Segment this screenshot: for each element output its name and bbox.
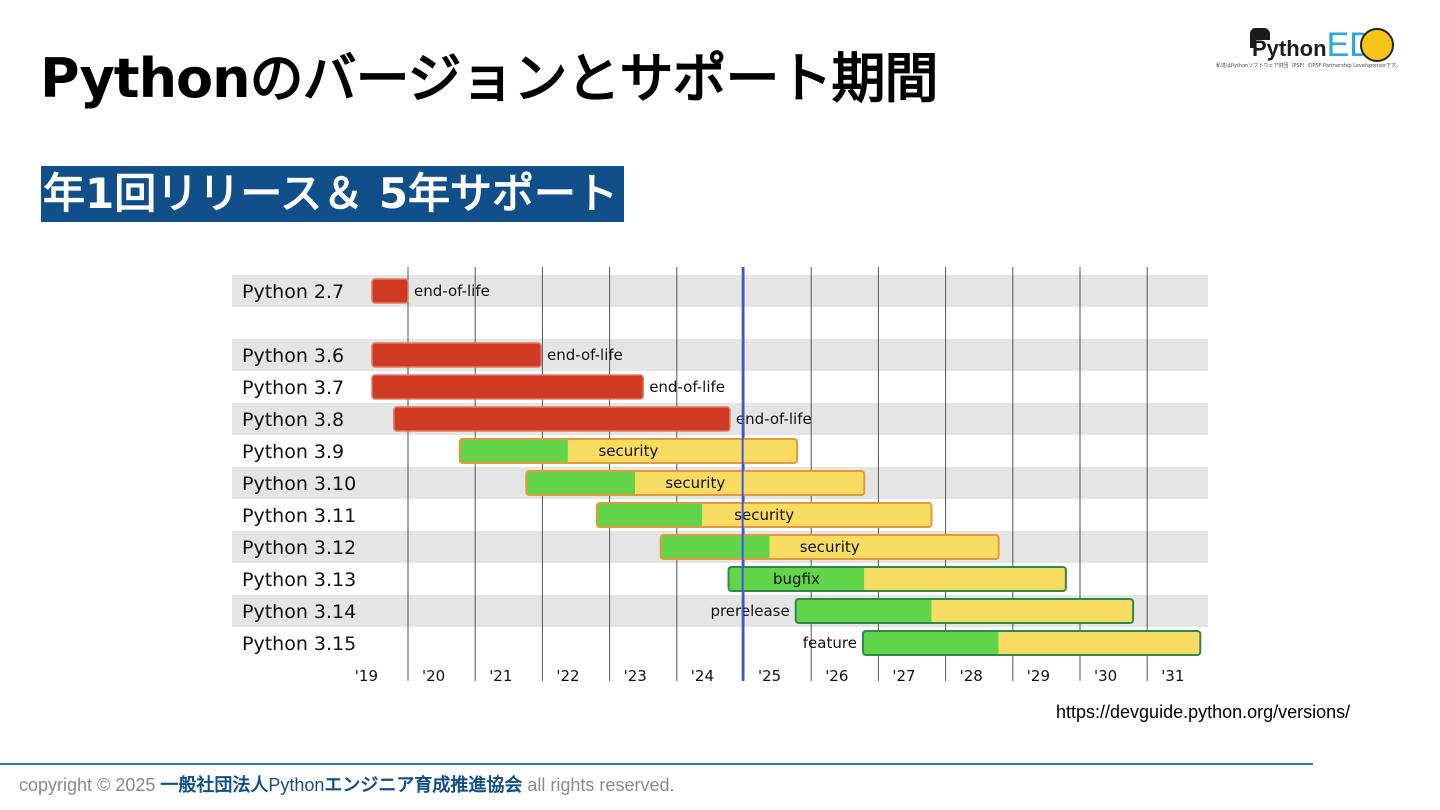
bar-security-segment <box>931 599 1134 623</box>
footer-divider <box>0 763 1313 765</box>
python-versions-chart: Python 2.7 end-of-life Python 3.6 end-of-li… <box>232 267 1208 685</box>
row-label: Python 3.12 <box>242 537 356 559</box>
x-tick-label: '31 <box>1161 667 1184 685</box>
bar-status-label: prerelease <box>710 602 789 620</box>
x-tick-label: '25 <box>758 667 781 685</box>
bar-outline <box>595 502 933 528</box>
row-label: Python 3.15 <box>242 633 356 655</box>
bar-status-label: end-of-life <box>649 378 725 396</box>
row-label: Python 3.7 <box>242 377 344 399</box>
bar-security-segment <box>635 471 865 495</box>
footer-suffix: all rights reserved. <box>522 775 675 795</box>
bar-status-label: end-of-life <box>414 282 490 300</box>
python-ed-logo: PythonED 私達はPythonソフトウェア財団（PSF）のPSF Part… <box>1216 24 1416 74</box>
x-tick-label: '24 <box>691 667 714 685</box>
bar-outline <box>794 598 1135 624</box>
bar-security-segment <box>769 535 999 559</box>
bar-security-segment <box>702 503 932 527</box>
python-logo-icon <box>1249 28 1270 48</box>
x-tick-label: '30 <box>1094 667 1117 685</box>
bar-bugfix-segment <box>795 599 932 623</box>
logo-python-text: Python <box>1252 36 1327 61</box>
bar-status-label: end-of-life <box>547 346 623 364</box>
bar-status-label: feature <box>803 634 857 652</box>
footer-org-a: 一般社団法人 <box>160 775 269 795</box>
row-label: Python 3.9 <box>242 441 344 463</box>
logo-note: 私達はPythonソフトウェア財団（PSF）のPSF Partnership L… <box>1216 63 1401 69</box>
bar-end-of-life <box>393 406 731 432</box>
x-tick-label: '22 <box>556 667 579 685</box>
x-tick-label: '27 <box>892 667 915 685</box>
x-tick-label: '20 <box>422 667 445 685</box>
bar-outline <box>727 566 1067 592</box>
row-label: Python 3.14 <box>242 601 356 623</box>
bar-outline <box>525 470 866 496</box>
row-label: Python 3.8 <box>242 409 344 431</box>
bar-status-label: security <box>734 506 794 524</box>
bar-status-label: security <box>665 474 725 492</box>
source-url[interactable]: https://devguide.python.org/versions/ <box>1056 702 1351 722</box>
bar-outline <box>861 630 1202 656</box>
bar-outline <box>458 438 799 464</box>
x-tick-label: '23 <box>624 667 647 685</box>
row-label: Python 3.11 <box>242 505 356 527</box>
x-tick-label: '26 <box>825 667 848 685</box>
x-tick-label: '21 <box>489 667 512 685</box>
bar-security-segment <box>567 439 798 463</box>
bar-status-label: bugfix <box>773 570 820 588</box>
bar-security-segment <box>864 567 1066 591</box>
bar-bugfix-segment <box>728 567 865 591</box>
bar-bugfix-segment <box>660 535 770 559</box>
page-title: Pythonのバージョンとサポート期間 <box>40 47 938 110</box>
bar-security-segment <box>998 631 1201 655</box>
row-label: Python 3.10 <box>242 473 356 495</box>
bar-outline <box>659 534 1000 560</box>
x-tick-label: '19 <box>355 667 378 685</box>
x-tick-label: '29 <box>1027 667 1050 685</box>
bar-end-of-life <box>371 342 542 368</box>
footer-org-c: エンジニア育成推進協会 <box>324 775 523 795</box>
bar-bugfix-segment <box>862 631 999 655</box>
footer-prefix: copyright © 2025 <box>19 775 161 795</box>
bar-end-of-life <box>371 278 409 304</box>
bar-bugfix-segment <box>526 471 636 495</box>
subtitle-banner: 年1回リリース＆ 5年サポート <box>41 166 624 222</box>
bar-status-label: end-of-life <box>736 410 812 428</box>
bar-end-of-life <box>371 374 644 400</box>
row-label: Python 3.13 <box>242 569 356 591</box>
footer-org-b: Python <box>268 775 325 795</box>
footer-copyright: copyright © 2025 一般社団法人Pythonエンジニア育成推進協会… <box>19 771 674 797</box>
bar-status-label: security <box>598 442 658 460</box>
row-label: Python 3.6 <box>242 345 344 367</box>
psf-badge-icon <box>1360 28 1394 62</box>
bar-bugfix-segment <box>596 503 703 527</box>
bar-bugfix-segment <box>459 439 568 463</box>
bar-status-label: security <box>800 538 860 556</box>
x-tick-label: '28 <box>960 667 983 685</box>
row-label: Python 2.7 <box>242 281 344 303</box>
